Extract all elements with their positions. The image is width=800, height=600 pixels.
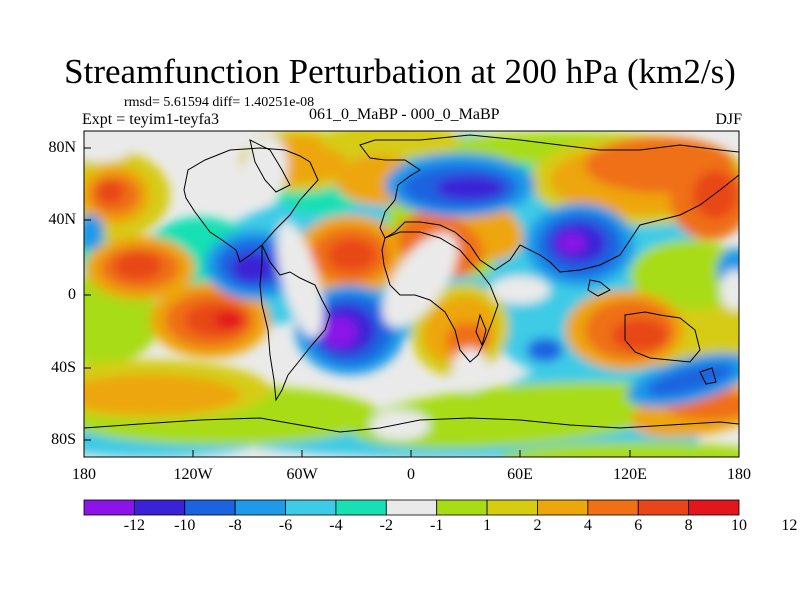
colorbar-label: -4 bbox=[329, 517, 343, 534]
field-blob bbox=[320, 131, 460, 158]
y-tick-label: 40S bbox=[51, 359, 76, 376]
field-blob bbox=[185, 131, 255, 152]
coastline bbox=[249, 139, 291, 193]
x-tick-label: 180 bbox=[72, 466, 96, 483]
x-tick-label: 0 bbox=[407, 466, 415, 483]
colorbar-label: -12 bbox=[123, 517, 146, 534]
field-blob bbox=[435, 176, 505, 200]
stats-label: rmsd= 5.61594 diff= 1.40251e-08 bbox=[124, 95, 315, 110]
colorbar-swatch bbox=[436, 499, 488, 516]
streamfunction-field bbox=[84, 131, 739, 457]
coastline bbox=[381, 231, 499, 363]
x-tick-label: 60E bbox=[507, 466, 533, 483]
field-blob bbox=[242, 135, 288, 205]
field-blob bbox=[527, 338, 563, 362]
coastline bbox=[475, 313, 487, 347]
colorbar-swatch bbox=[335, 499, 387, 516]
field-blob bbox=[558, 233, 586, 253]
field-blob bbox=[646, 363, 734, 397]
coastline-layer bbox=[84, 134, 739, 433]
field-blob bbox=[276, 221, 324, 339]
field-blob bbox=[84, 138, 130, 162]
field-blob bbox=[693, 171, 737, 219]
x-tick-label: 60W bbox=[286, 466, 318, 483]
field-blob bbox=[490, 276, 550, 304]
colorbar-label: 4 bbox=[583, 517, 592, 534]
colorbar-label: 10 bbox=[731, 517, 747, 534]
colorbar-label: 12 bbox=[781, 517, 798, 534]
colorbar-swatch bbox=[587, 499, 639, 516]
x-tick-label: 120W bbox=[173, 466, 213, 483]
colorbar-swatch bbox=[637, 499, 690, 516]
colorbar-label: 6 bbox=[634, 517, 643, 534]
field-blob bbox=[370, 410, 430, 440]
y-tick-label: 0 bbox=[68, 286, 76, 303]
colorbar-swatch bbox=[537, 499, 589, 516]
colorbar-label: -8 bbox=[228, 517, 242, 534]
season-label: DJF bbox=[715, 111, 742, 128]
y-tick-label: 80S bbox=[51, 431, 76, 448]
coastline bbox=[259, 244, 331, 402]
field-blob bbox=[84, 375, 240, 415]
field-blob bbox=[720, 270, 739, 310]
x-tick-label: 180 bbox=[727, 466, 751, 483]
colorbar bbox=[83, 499, 740, 516]
y-tick-label: 40N bbox=[48, 211, 76, 228]
experiment-center-label: 061_0_MaBP - 000_0_MaBP bbox=[309, 106, 500, 123]
field-blob bbox=[350, 381, 690, 449]
field-blob bbox=[214, 311, 246, 329]
colorbar-label: -10 bbox=[174, 517, 196, 534]
field-blob bbox=[96, 180, 124, 204]
field-blob bbox=[328, 239, 376, 271]
colorbar-swatch bbox=[688, 499, 740, 516]
colorbar-swatch bbox=[184, 499, 236, 516]
colorbar-label: 2 bbox=[533, 517, 542, 534]
colorbar-label: 8 bbox=[684, 517, 693, 534]
colorbar-label: -2 bbox=[379, 517, 393, 534]
colorbar-swatch bbox=[234, 499, 286, 516]
field-blob bbox=[452, 348, 488, 392]
coastline bbox=[624, 311, 701, 363]
field-blob bbox=[382, 232, 458, 328]
colorbar-swatch bbox=[133, 499, 186, 516]
colorbar-swatch bbox=[486, 499, 538, 516]
colorbar-swatch bbox=[385, 499, 438, 516]
coastline bbox=[699, 367, 717, 385]
field-blob bbox=[114, 252, 162, 280]
coastline bbox=[587, 279, 611, 297]
field-blob bbox=[322, 317, 358, 347]
experiment-label: Expt = teyim1-teyfa3 bbox=[82, 111, 219, 128]
colorbar-label: -6 bbox=[278, 517, 293, 534]
field-blob bbox=[612, 319, 668, 351]
colorbar-swatch bbox=[83, 499, 135, 516]
colorbar-swatch bbox=[285, 499, 337, 516]
coastline bbox=[359, 134, 739, 273]
x-tick-label: 120E bbox=[613, 466, 647, 483]
y-tick-label: 80N bbox=[48, 139, 76, 156]
field-blob bbox=[501, 442, 739, 457]
coastline bbox=[84, 417, 739, 433]
field-blob bbox=[446, 322, 490, 358]
field-blob bbox=[630, 240, 739, 310]
colorbar-label: 1 bbox=[483, 517, 492, 534]
coastline bbox=[183, 147, 319, 263]
field-blob bbox=[84, 214, 104, 250]
axis-ticks bbox=[83, 147, 740, 457]
plot-title: Streamfunction Perturbation at 200 hPa (… bbox=[64, 52, 736, 91]
colorbar-label: -1 bbox=[430, 517, 444, 534]
